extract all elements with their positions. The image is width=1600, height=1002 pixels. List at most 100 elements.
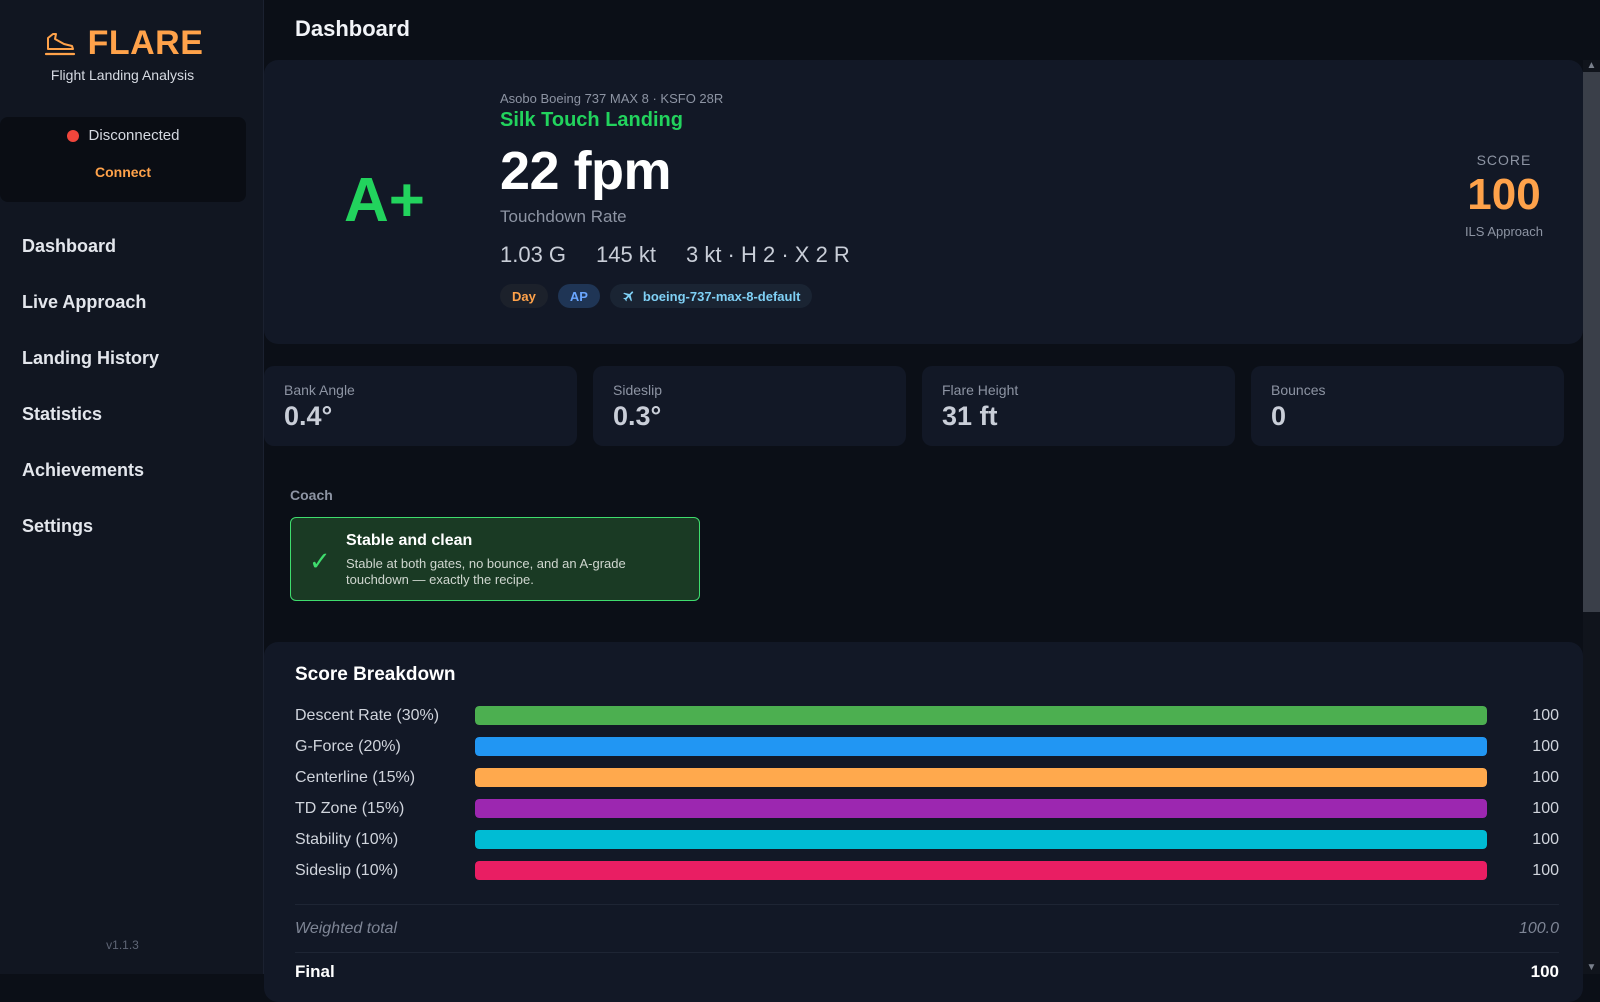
top-bar: Dashboard [264, 0, 1600, 58]
stat-card-bank-angle: Bank Angle 0.4° [264, 366, 577, 446]
breakdown-label: Sideslip (10%) [295, 861, 399, 879]
stat-card-bounces: Bounces 0 [1251, 366, 1564, 446]
weighted-total-row: Weighted total 100.0 [295, 920, 1559, 938]
final-score-row: Final 100 [295, 962, 1559, 982]
aircraft-chip-label: boeing-737-max-8-default [642, 288, 801, 304]
scroll-down-arrow-icon[interactable]: ▼ [1586, 962, 1597, 973]
nav-item-live-approach[interactable]: Live Approach [22, 292, 147, 312]
scroll-up-arrow-icon[interactable]: ▲ [1586, 60, 1597, 71]
divider [295, 904, 1559, 905]
speed-value: 145 kt [596, 242, 656, 267]
breakdown-label: TD Zone (15%) [295, 799, 405, 817]
stat-value: 0 [1271, 401, 1287, 431]
breakdown-bar-fill [475, 768, 1487, 787]
coach-title: Coach [290, 487, 333, 503]
aircraft-runway-meta: Asobo Boeing 737 MAX 8 · KSFO 28R [500, 91, 724, 106]
landing-hero-card: A+ Asobo Boeing 737 MAX 8 · KSFO 28R Sil… [264, 60, 1583, 344]
brand-name: FLARE [87, 24, 204, 62]
sidebar-nav: Dashboard Live Approach Landing History … [22, 234, 159, 570]
sidebar: FLARE Flight Landing Analysis Disconnect… [0, 0, 264, 974]
breakdown-rows: Descent Rate (30%) 100 G-Force (20%) 100 Cen… [295, 700, 1559, 886]
scroll-thumb[interactable] [1583, 72, 1600, 612]
stat-value: 0.3° [613, 401, 662, 431]
score-label: SCORE [1476, 152, 1532, 168]
breakdown-label: Centerline (15%) [295, 768, 416, 786]
breakdown-row: Sideslip (10%) 100 [295, 855, 1559, 886]
stat-label: Bounces [1271, 382, 1326, 398]
nav-item-achievements[interactable]: Achievements [22, 460, 145, 480]
nav-item-landing-history[interactable]: Landing History [22, 348, 160, 368]
aircraft-chip: boeing-737-max-8-default [609, 284, 813, 308]
airplane-icon [623, 291, 634, 302]
stat-label: Flare Height [942, 382, 1019, 398]
breakdown-label: Descent Rate (30%) [295, 706, 440, 724]
stat-value: 0.4° [284, 401, 333, 431]
breakdown-value: 100 [1532, 799, 1559, 817]
brand-subtitle: Flight Landing Analysis [50, 67, 195, 83]
version-label: v1.1.3 [106, 938, 139, 952]
nav-item-settings[interactable]: Settings [22, 516, 94, 536]
connect-button[interactable]: Connect [95, 164, 151, 180]
coach-card: ✓ Stable and clean Stable at both gates,… [290, 517, 700, 601]
final-label: Final [295, 962, 335, 981]
day-chip: Day [500, 284, 548, 308]
final-value: 100 [1530, 962, 1559, 981]
autopilot-chip: AP [557, 284, 600, 308]
breakdown-row: TD Zone (15%) 100 [295, 793, 1559, 824]
wind-value: 3 kt · H 2 · X 2 R [685, 242, 850, 267]
breakdown-row: Descent Rate (30%) 100 [295, 700, 1559, 731]
score-box: SCORE 100 ILS Approach [1465, 152, 1543, 239]
stat-label: Sideslip [613, 382, 663, 398]
coach-body: Stable at both gates, no bounce, and an … [346, 556, 626, 587]
nav-item-dashboard[interactable]: Dashboard [22, 236, 117, 256]
score-breakdown-card: Score Breakdown Descent Rate (30%) 100 G-F… [264, 642, 1583, 1002]
breakdown-row: Stability (10%) 100 [295, 824, 1559, 855]
breakdown-bar-track [475, 861, 1487, 880]
breakdown-label: G-Force (20%) [295, 737, 401, 755]
breakdown-value: 100 [1532, 706, 1559, 724]
connection-status-text: Disconnected [88, 127, 180, 144]
check-icon: ✓ [309, 546, 331, 576]
breakdown-value: 100 [1532, 861, 1559, 879]
breakdown-row: G-Force (20%) 100 [295, 731, 1559, 762]
stat-card-flare-height: Flare Height 31 ft [922, 366, 1235, 446]
score-value: 100 [1467, 170, 1541, 219]
coach-headline: Stable and clean [346, 532, 473, 549]
breakdown-bar-fill [475, 830, 1487, 849]
weighted-total-value: 100.0 [1518, 920, 1559, 937]
breakdown-bar-track [475, 799, 1487, 818]
weighted-total-label: Weighted total [295, 920, 397, 937]
connection-card: Disconnected Connect [0, 117, 246, 202]
breakdown-bar-track [475, 830, 1487, 849]
breakdown-bar-track [475, 737, 1487, 756]
touchdown-rate-label: Touchdown Rate [500, 207, 627, 226]
breakdown-bar-fill [475, 861, 1487, 880]
nav-item-statistics[interactable]: Statistics [22, 404, 103, 424]
stat-label: Bank Angle [284, 382, 355, 398]
breakdown-row: Centerline (15%) 100 [295, 762, 1559, 793]
breakdown-bar-fill [475, 799, 1487, 818]
landing-label: Silk Touch Landing [500, 109, 683, 131]
page-title: Dashboard [295, 16, 410, 41]
g-force-value: 1.03 G [500, 242, 567, 267]
breakdown-title: Score Breakdown [295, 664, 456, 685]
breakdown-bar-track [475, 768, 1487, 787]
landing-grade: A+ [344, 166, 425, 235]
breakdown-bar-fill [475, 706, 1487, 725]
touchdown-stats: 1.03 G 145 kt 3 kt · H 2 · X 2 R [500, 242, 850, 268]
connection-status: Disconnected [0, 127, 246, 144]
breakdown-value: 100 [1532, 830, 1559, 848]
brand: FLARE Flight Landing Analysis [0, 24, 245, 83]
landing-plane-icon [44, 32, 75, 55]
touchdown-rate-value: 22 fpm [500, 141, 672, 201]
breakdown-bar-fill [475, 737, 1487, 756]
breakdown-value: 100 [1532, 768, 1559, 786]
approach-type: ILS Approach [1464, 224, 1543, 239]
stat-card-sideslip: Sideslip 0.3° [593, 366, 906, 446]
breakdown-bar-track [475, 706, 1487, 725]
landing-tags: Day AP boeing-737-max-8-default [500, 284, 813, 308]
breakdown-value: 100 [1532, 737, 1559, 755]
scrollbar[interactable]: ▲ ▼ [1583, 60, 1600, 974]
stat-value: 31 ft [942, 401, 998, 431]
status-dot-icon [66, 129, 79, 142]
